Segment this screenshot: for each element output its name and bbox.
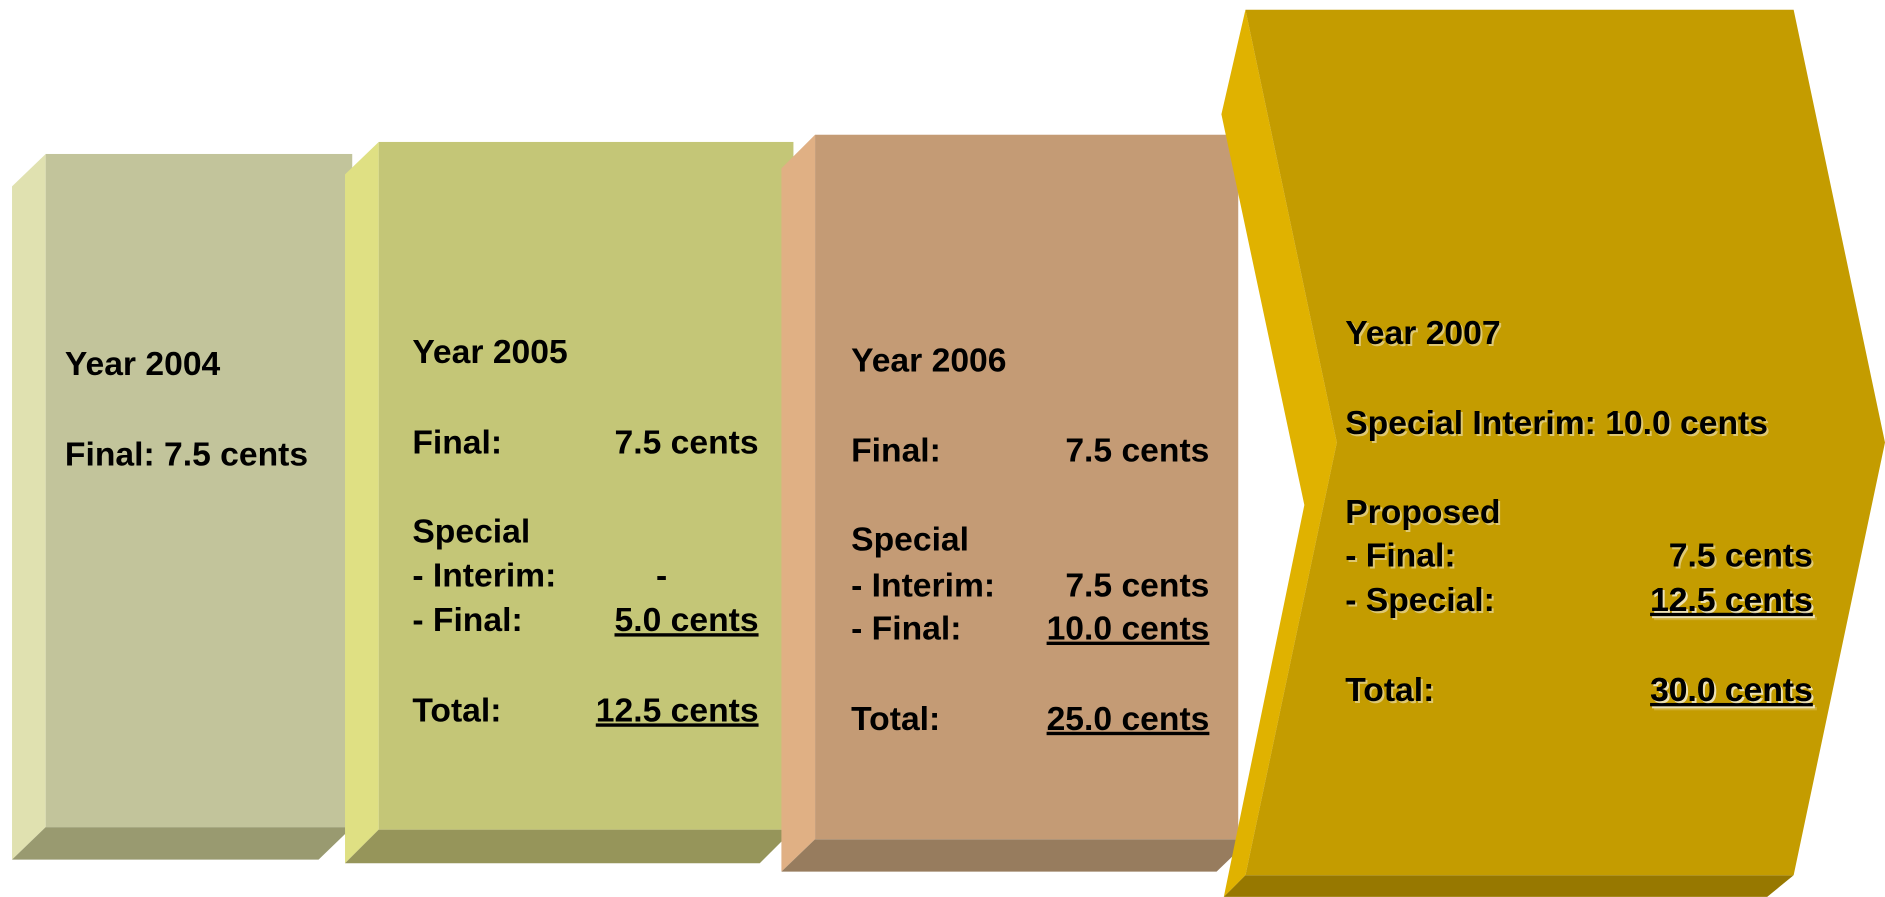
line-label: Final: (851, 433, 941, 470)
box-front (815, 134, 1239, 840)
line-value: 5.0 cents (615, 602, 759, 639)
box-text: Year 2005 Final: 7.5 cents Special - Interim… (412, 334, 758, 729)
line-value: 30.0 cents (1650, 672, 1813, 709)
line-label: - Final: (412, 602, 522, 639)
line-value: - (656, 558, 667, 595)
box-2006 (781, 134, 1251, 872)
line-value: 7.5 cents (615, 424, 759, 461)
box-2005 (345, 141, 794, 864)
line-label: Total: (412, 692, 501, 729)
line-value: 25.0 cents (1047, 701, 1210, 738)
line-value: 10.0 cents (1047, 611, 1210, 648)
line-label: Special (851, 522, 969, 559)
box-title: Year 2007 (1345, 315, 1500, 352)
line-value: 7.5 cents (1065, 567, 1209, 604)
box-text: Year 2007 Special Interim: 10.0 cents Prop… (1345, 315, 1813, 709)
arrow-front (1245, 9, 1885, 876)
line-label: - Interim: (851, 567, 995, 604)
box-front (378, 141, 794, 830)
box-bottom (345, 829, 794, 864)
arrow-side (1221, 9, 1337, 897)
box-title: Year 2004 (65, 346, 221, 383)
line-label: Special (412, 513, 530, 550)
line-label: Special Interim: 10.0 cents (1345, 405, 1768, 442)
line-label: Total: (1345, 672, 1434, 709)
arrow-2007 (1221, 9, 1885, 897)
line-label: Total: (851, 701, 940, 738)
box-side (12, 153, 46, 860)
line-value: 12.5 cents (596, 692, 759, 729)
line-label: Final: 7.5 cents (65, 436, 308, 473)
line-value: 7.5 cents (1669, 537, 1813, 574)
box-text: Year 2004 Final: 7.5 cents (65, 346, 308, 473)
line-label: - Final: (1345, 537, 1455, 574)
line-label: - Interim: (412, 558, 556, 595)
box-title: Year 2005 (412, 334, 567, 371)
line-label: Final: (412, 424, 502, 461)
line-label: Proposed (1345, 494, 1500, 531)
line-label: - Final: (851, 611, 961, 648)
box-2004 (12, 153, 353, 860)
arrow-bottom (1223, 875, 1794, 897)
box-bottom (12, 827, 353, 860)
line-value: 7.5 cents (1065, 433, 1209, 470)
box-bottom (781, 839, 1251, 872)
line-value: 12.5 cents (1650, 582, 1813, 619)
box-side (781, 134, 816, 872)
line-label: - Special: (1345, 582, 1495, 619)
box-title: Year 2006 (851, 343, 1006, 380)
box-side (345, 141, 379, 864)
box-text: Year 2006 Final: 7.5 cents Special - Interim… (851, 343, 1209, 738)
box-front (45, 153, 353, 828)
